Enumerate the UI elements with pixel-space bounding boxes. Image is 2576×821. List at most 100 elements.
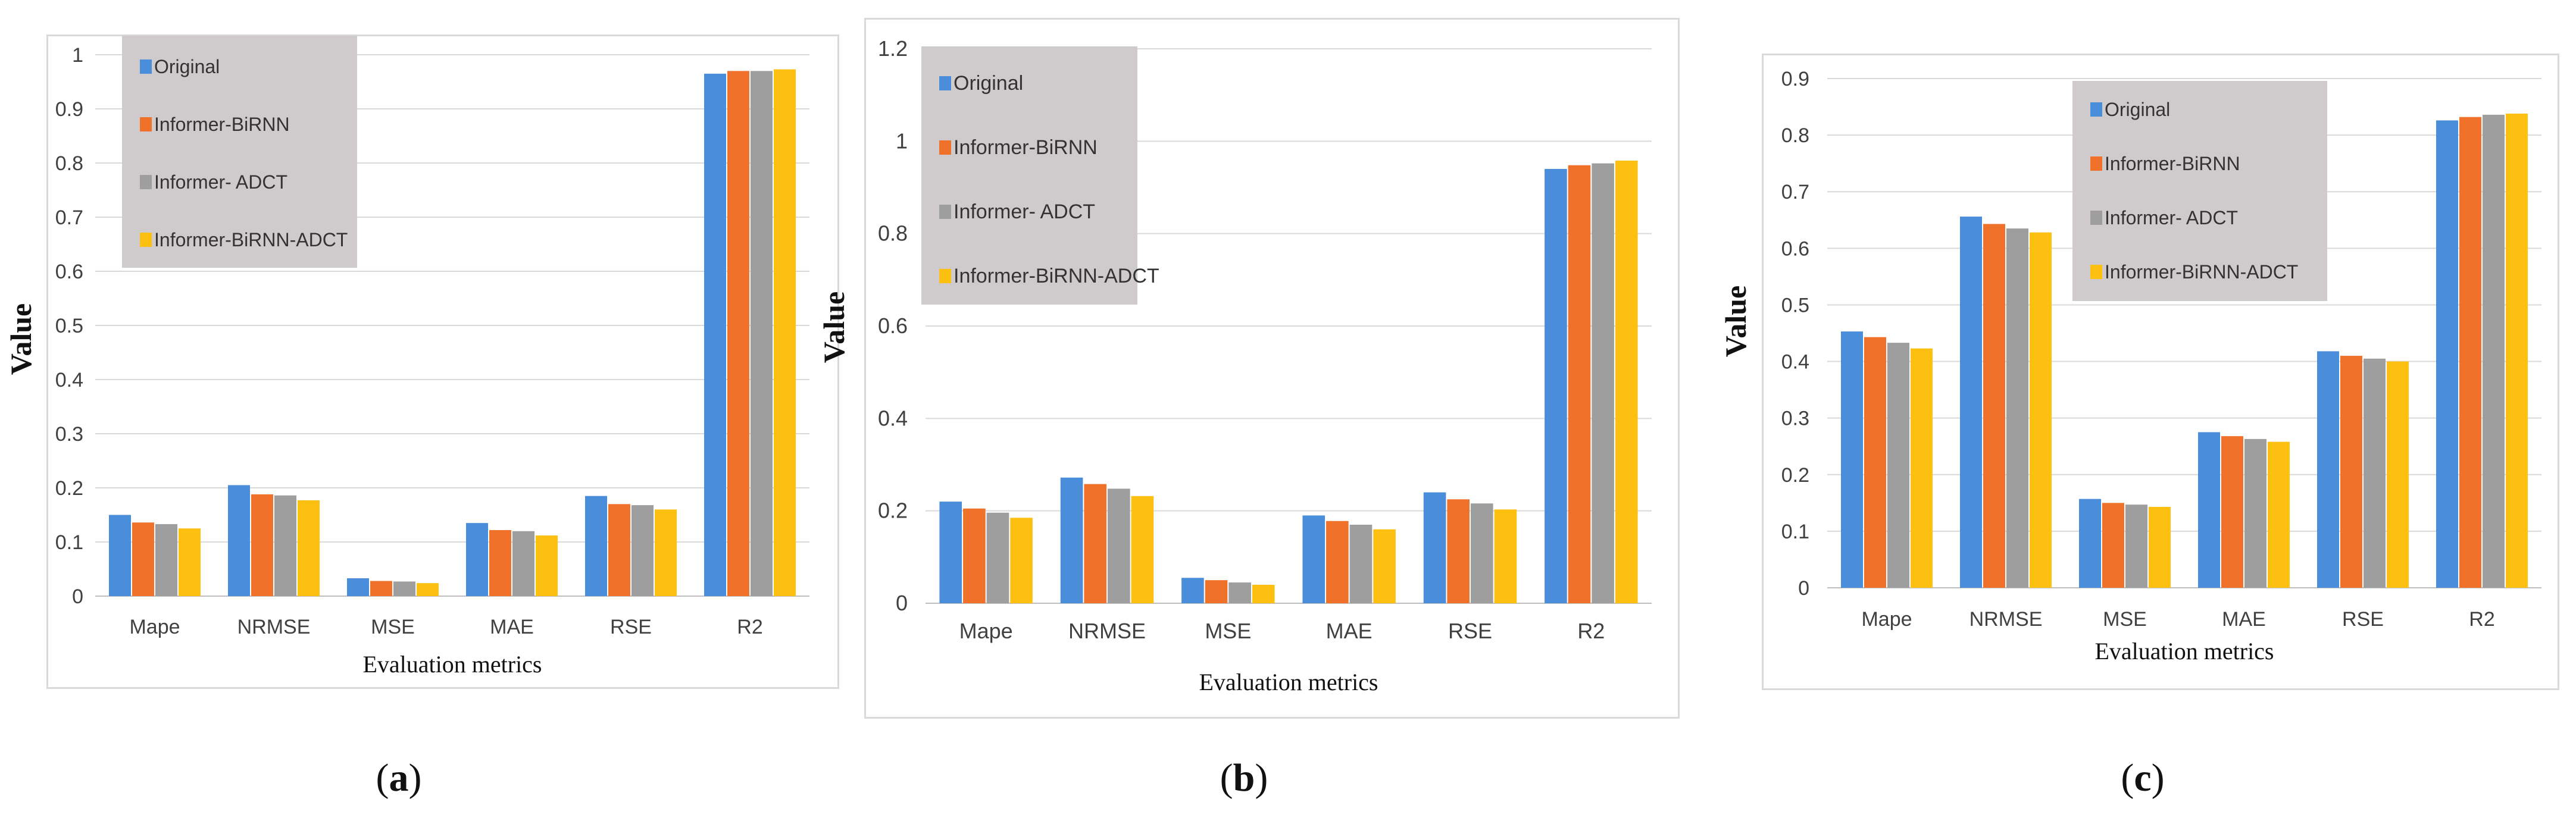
bar-r2-series-4 [1615,160,1638,603]
y-tick-label: 0.9 [55,98,83,121]
y-tick-label: 0.6 [1781,237,1809,260]
bar-nrmse-series-3 [1108,488,1130,603]
caption-c: (c) [2121,756,2165,800]
bar-nrmse-series-2 [1983,224,2005,588]
bar-rse-series-3 [1471,503,1493,603]
x-tick-label: NRMSE [1969,608,2043,631]
y-tick-label: 0.5 [1781,294,1809,317]
y-tick-label: 1 [896,129,908,153]
bar-nrmse-series-1 [228,485,250,596]
bar-rse-series-2 [1447,499,1470,603]
y-tick-label: 0.7 [1781,181,1809,203]
x-tick-label: R2 [1577,619,1605,643]
legend-swatch [140,117,152,131]
bar-nrmse-series-1 [1960,217,1982,588]
legend-swatch [939,269,951,283]
bar-r2-series-2 [2459,117,2481,588]
bar-rse-series-4 [1494,509,1517,603]
y-tick-label: 0.1 [55,531,83,554]
bar-nrmse-series-2 [1084,484,1106,603]
bar-nrmse-series-1 [1060,477,1083,603]
y-tick-label: 0.2 [878,499,908,523]
legend-label: Informer- ADCT [154,171,287,193]
bar-nrmse-series-4 [2030,232,2052,588]
legend-swatch [140,233,152,247]
bar-mse-series-2 [370,581,392,596]
bar-mae-series-4 [2268,441,2290,588]
y-tick-label: 0.5 [55,315,83,337]
bar-mae-series-1 [1302,515,1325,603]
x-tick-label: MSE [2103,608,2147,631]
bar-mae-series-4 [1373,529,1396,603]
bar-mse-series-4 [1252,584,1275,603]
y-tick-label: 0 [1798,577,1809,600]
bar-mae-series-4 [536,535,558,596]
bar-mse-series-3 [1228,582,1251,603]
legend-swatch [939,76,951,90]
x-tick-label: MAE [1326,619,1373,643]
bar-mse-series-1 [1181,578,1204,603]
y-tick-label: 0.9 [1781,68,1809,90]
bar-mse-series-3 [2125,504,2147,588]
legend-swatch [2090,156,2102,171]
legend-label: Original [2105,99,2170,120]
bar-mae-series-3 [1349,524,1373,603]
bar-nrmse-series-2 [251,494,273,596]
bar-rse-series-4 [2387,361,2409,588]
bar-mse-series-1 [347,578,369,596]
legend-swatch [2090,211,2102,225]
legend-swatch [2090,265,2102,279]
x-tick-label: MAE [490,616,534,638]
bar-mape-series-2 [132,522,154,596]
y-tick-label: 0.7 [55,206,83,229]
bar-mae-series-2 [1326,521,1349,603]
bar-mae-series-3 [512,531,534,596]
y-tick-label: 0.2 [1781,464,1809,487]
x-tick-label: Mape [959,619,1013,643]
bar-mape-series-4 [1010,518,1033,603]
bar-mae-series-2 [2221,436,2243,588]
x-tick-label: R2 [737,616,762,638]
bar-mape-series-4 [1911,348,1933,588]
bar-r2-series-3 [1592,163,1614,603]
y-tick-label: 0 [896,591,908,615]
bar-rse-series-2 [2340,356,2362,588]
bar-mape-series-1 [109,515,131,596]
legend-box [122,36,357,268]
y-tick-label: 0.2 [55,477,83,500]
legend-label: Informer-BiRNN [154,114,290,135]
x-tick-label: NRMSE [237,616,311,638]
bar-mape-series-3 [1887,343,1909,588]
x-axis-title: Evaluation metrics [362,651,542,678]
x-tick-label: RSE [1448,619,1492,643]
x-tick-label: MSE [371,616,415,638]
y-axis-title: Value [817,292,851,363]
bar-rse-series-3 [632,505,654,596]
y-tick-label: 0.8 [878,221,908,246]
bar-mae-series-1 [2198,432,2220,588]
y-tick-label: 1 [72,44,83,67]
bar-nrmse-series-3 [2006,228,2028,588]
x-axis-title: Evaluation metrics [1199,669,1378,695]
bar-mse-series-4 [417,583,439,596]
legend-label: Informer-BiRNN [2105,153,2240,174]
bar-r2-series-4 [774,69,796,596]
bar-rse-series-1 [2317,351,2339,588]
caption-a: (a) [376,756,422,800]
y-tick-label: 0.1 [1781,521,1809,543]
legend-swatch [140,175,152,189]
y-tick-label: 0.4 [1781,351,1809,374]
y-tick-label: 0.8 [55,152,83,175]
x-tick-label: R2 [2469,608,2494,631]
bar-r2-series-1 [1545,168,1567,603]
y-tick-label: 0.3 [55,423,83,446]
y-tick-label: 0.6 [55,261,83,283]
bar-r2-series-1 [704,73,726,597]
bar-mse-series-2 [2102,503,2124,588]
legend-label: Informer- ADCT [954,200,1095,223]
bar-r2-series-2 [1568,165,1591,604]
x-tick-label: NRMSE [1068,619,1146,643]
bar-r2-series-1 [2436,120,2458,588]
